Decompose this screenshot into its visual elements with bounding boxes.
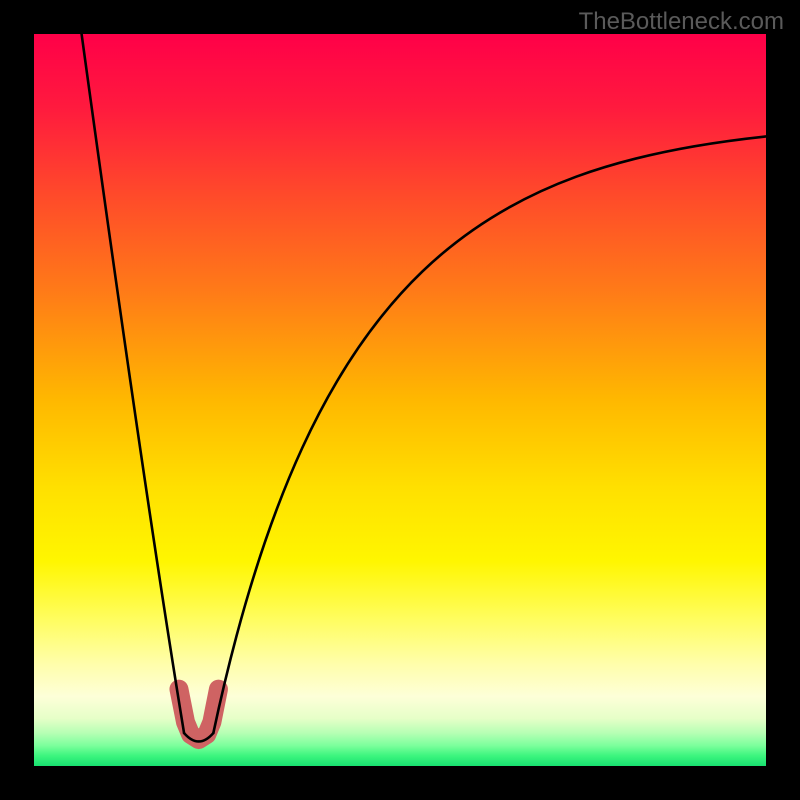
gradient-background (34, 34, 766, 766)
chart-canvas: TheBottleneck.com (0, 0, 800, 800)
watermark-text: TheBottleneck.com (579, 8, 784, 36)
plot-area (34, 34, 766, 766)
